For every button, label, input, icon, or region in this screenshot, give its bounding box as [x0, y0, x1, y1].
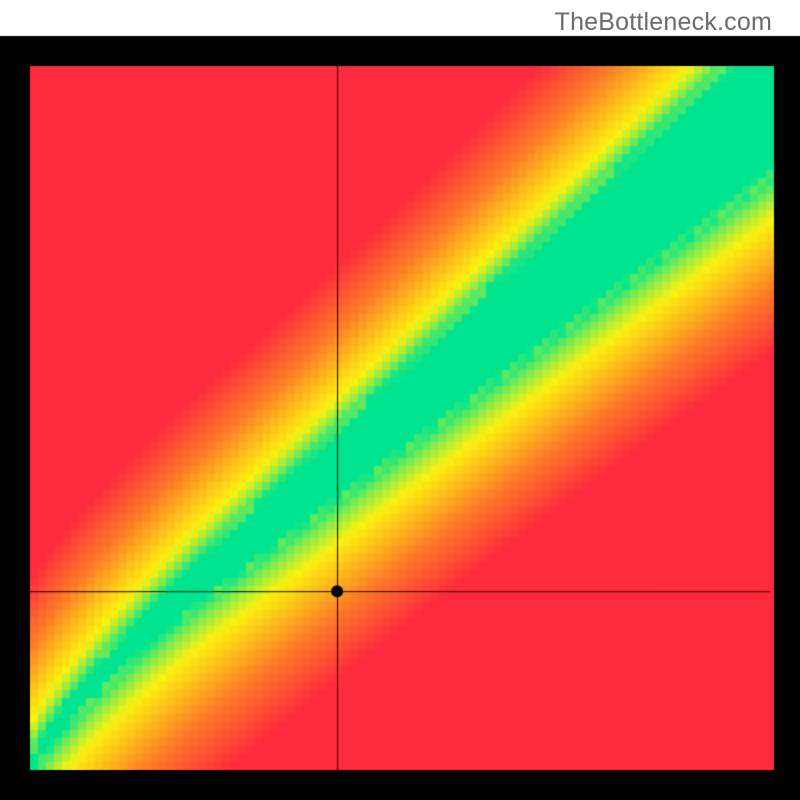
heatmap-canvas	[0, 0, 800, 800]
chart-container: TheBottleneck.com	[0, 0, 800, 800]
watermark-text: TheBottleneck.com	[555, 8, 772, 37]
